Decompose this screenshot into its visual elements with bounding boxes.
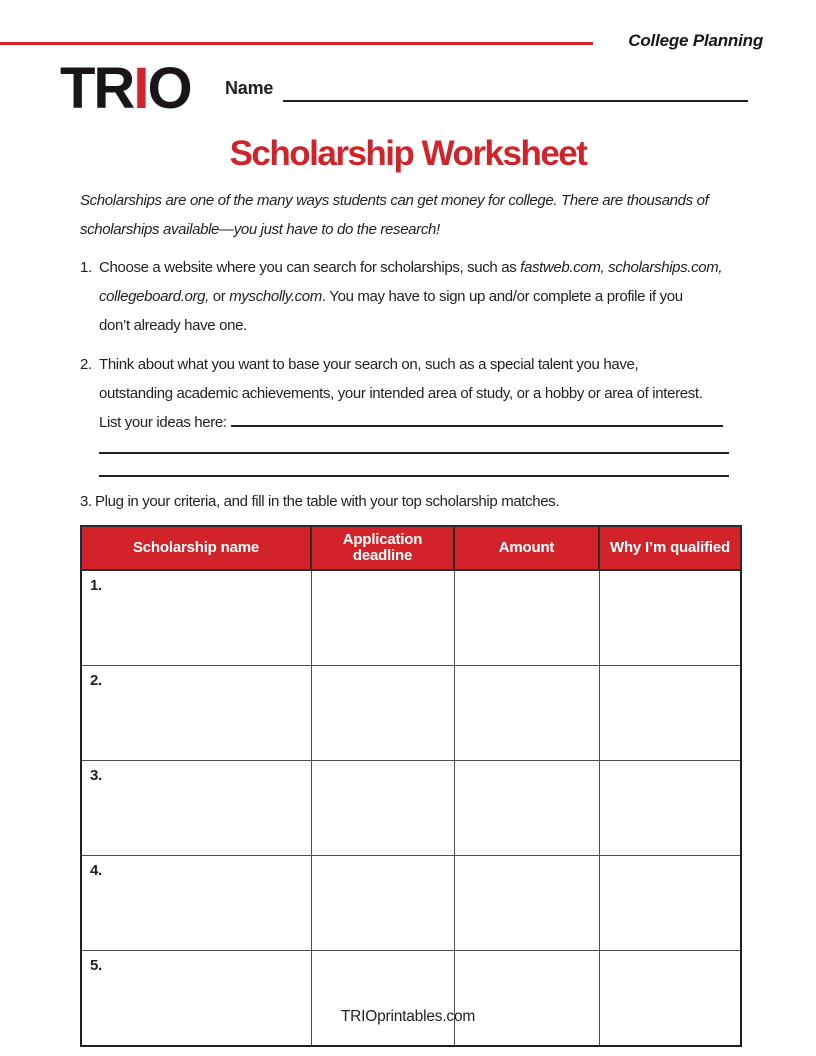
text-segment: scholarships available—you just have to … <box>80 221 440 238</box>
item-1-text: Choose a website where you can search fo… <box>99 253 740 340</box>
text-segment: Scholarships are one of the many ways st… <box>80 192 709 209</box>
row-number: 2. <box>90 672 102 689</box>
cell-amount[interactable] <box>453 760 600 856</box>
column-header-amount: Amount <box>453 525 600 571</box>
name-input-line[interactable] <box>283 74 748 102</box>
logo-letters-tr: TR <box>60 56 135 121</box>
item-2-text: Think about what you want to base your s… <box>99 350 740 477</box>
ideas-write-in-line-3[interactable] <box>99 454 729 477</box>
cell-why-qualified[interactable] <box>598 950 742 1047</box>
text-segment: or <box>208 288 230 305</box>
cell-why-qualified[interactable] <box>598 855 742 951</box>
cell-why-qualified[interactable] <box>598 569 742 666</box>
name-field-row: Name <box>225 74 748 102</box>
logo-letter-o: O <box>147 56 192 121</box>
worksheet-content: Scholarships are one of the many ways st… <box>80 186 742 1047</box>
table-row: 2. <box>80 665 742 761</box>
trio-logo: TRIO <box>60 60 193 118</box>
name-label: Name <box>225 78 274 98</box>
text-segment: outstanding academic achievements, your … <box>99 385 703 402</box>
table-row: 4. <box>80 855 742 951</box>
page-title: Scholarship Worksheet <box>229 134 588 173</box>
text-segment: Choose a website where you can search fo… <box>99 259 521 276</box>
logo-letter-i: I <box>133 56 149 121</box>
text-segment: don’t already have one. <box>99 317 247 334</box>
footer-url: TRIOprintables.com <box>340 1008 476 1025</box>
table-header-row: Scholarship name Application deadline Am… <box>80 525 742 571</box>
item-2-number: 2. <box>80 356 92 373</box>
cell-amount[interactable] <box>453 855 600 951</box>
row-number: 4. <box>90 862 102 879</box>
table-row: 1. <box>80 569 742 666</box>
cell-scholarship-name[interactable]: 3. <box>80 760 312 856</box>
instruction-item-1: 1. Choose a website where you can search… <box>80 253 740 340</box>
cell-application-deadline[interactable] <box>310 569 455 666</box>
scholarship-table: Scholarship name Application deadline Am… <box>80 525 742 1047</box>
instruction-item-3: 3. Plug in your criteria, and fill in th… <box>80 487 740 516</box>
cell-amount[interactable] <box>453 569 600 666</box>
ideas-write-in-lines <box>99 431 729 477</box>
cell-application-deadline[interactable] <box>310 950 455 1047</box>
item-3-number: 3. <box>80 493 92 510</box>
cell-amount[interactable] <box>453 665 600 761</box>
table-row: 5. <box>80 950 742 1047</box>
cell-application-deadline[interactable] <box>310 855 455 951</box>
column-header-application-deadline: Application deadline <box>310 525 455 571</box>
text-segment: fastweb.com, scholarships.com, <box>520 259 723 276</box>
item-1-number: 1. <box>80 259 92 276</box>
item-2-text-segments: Think about what you want to base your s… <box>99 356 703 431</box>
cell-scholarship-name[interactable]: 1. <box>80 569 312 666</box>
cell-application-deadline[interactable] <box>310 760 455 856</box>
cell-scholarship-name[interactable]: 2. <box>80 665 312 761</box>
cell-scholarship-name[interactable]: 4. <box>80 855 312 951</box>
cell-scholarship-name[interactable]: 5. <box>80 950 312 1047</box>
instruction-item-2: 2. Think about what you want to base you… <box>80 350 740 477</box>
column-header-why-qualified: Why I’m qualified <box>598 525 742 571</box>
item-3-text: Plug in your criteria, and fill in the t… <box>95 493 560 510</box>
intro-paragraph: Scholarships are one of the many ways st… <box>80 186 740 244</box>
cell-amount[interactable] <box>453 950 600 1047</box>
text-segment: collegeboard.org, <box>99 288 209 305</box>
table-body: 1. 2. 3. 4. 5. <box>80 569 742 1047</box>
ideas-write-in-line-2[interactable] <box>99 431 729 454</box>
text-segment: Think about what you want to base your s… <box>99 356 639 373</box>
table-row: 3. <box>80 760 742 856</box>
text-segment: . You may have to sign up and/or complet… <box>321 288 683 305</box>
category-label: College Planning <box>628 31 763 50</box>
text-segment: List your ideas here: <box>99 414 227 431</box>
row-number: 1. <box>90 577 102 594</box>
row-number: 5. <box>90 957 102 974</box>
cell-why-qualified[interactable] <box>598 665 742 761</box>
column-header-scholarship-name: Scholarship name <box>80 525 312 571</box>
row-number: 3. <box>90 767 102 784</box>
cell-why-qualified[interactable] <box>598 760 742 856</box>
top-divider-rule <box>0 42 593 45</box>
ideas-write-in-line-1[interactable] <box>230 423 723 427</box>
text-segment: myscholly.com <box>229 288 322 305</box>
cell-application-deadline[interactable] <box>310 665 455 761</box>
